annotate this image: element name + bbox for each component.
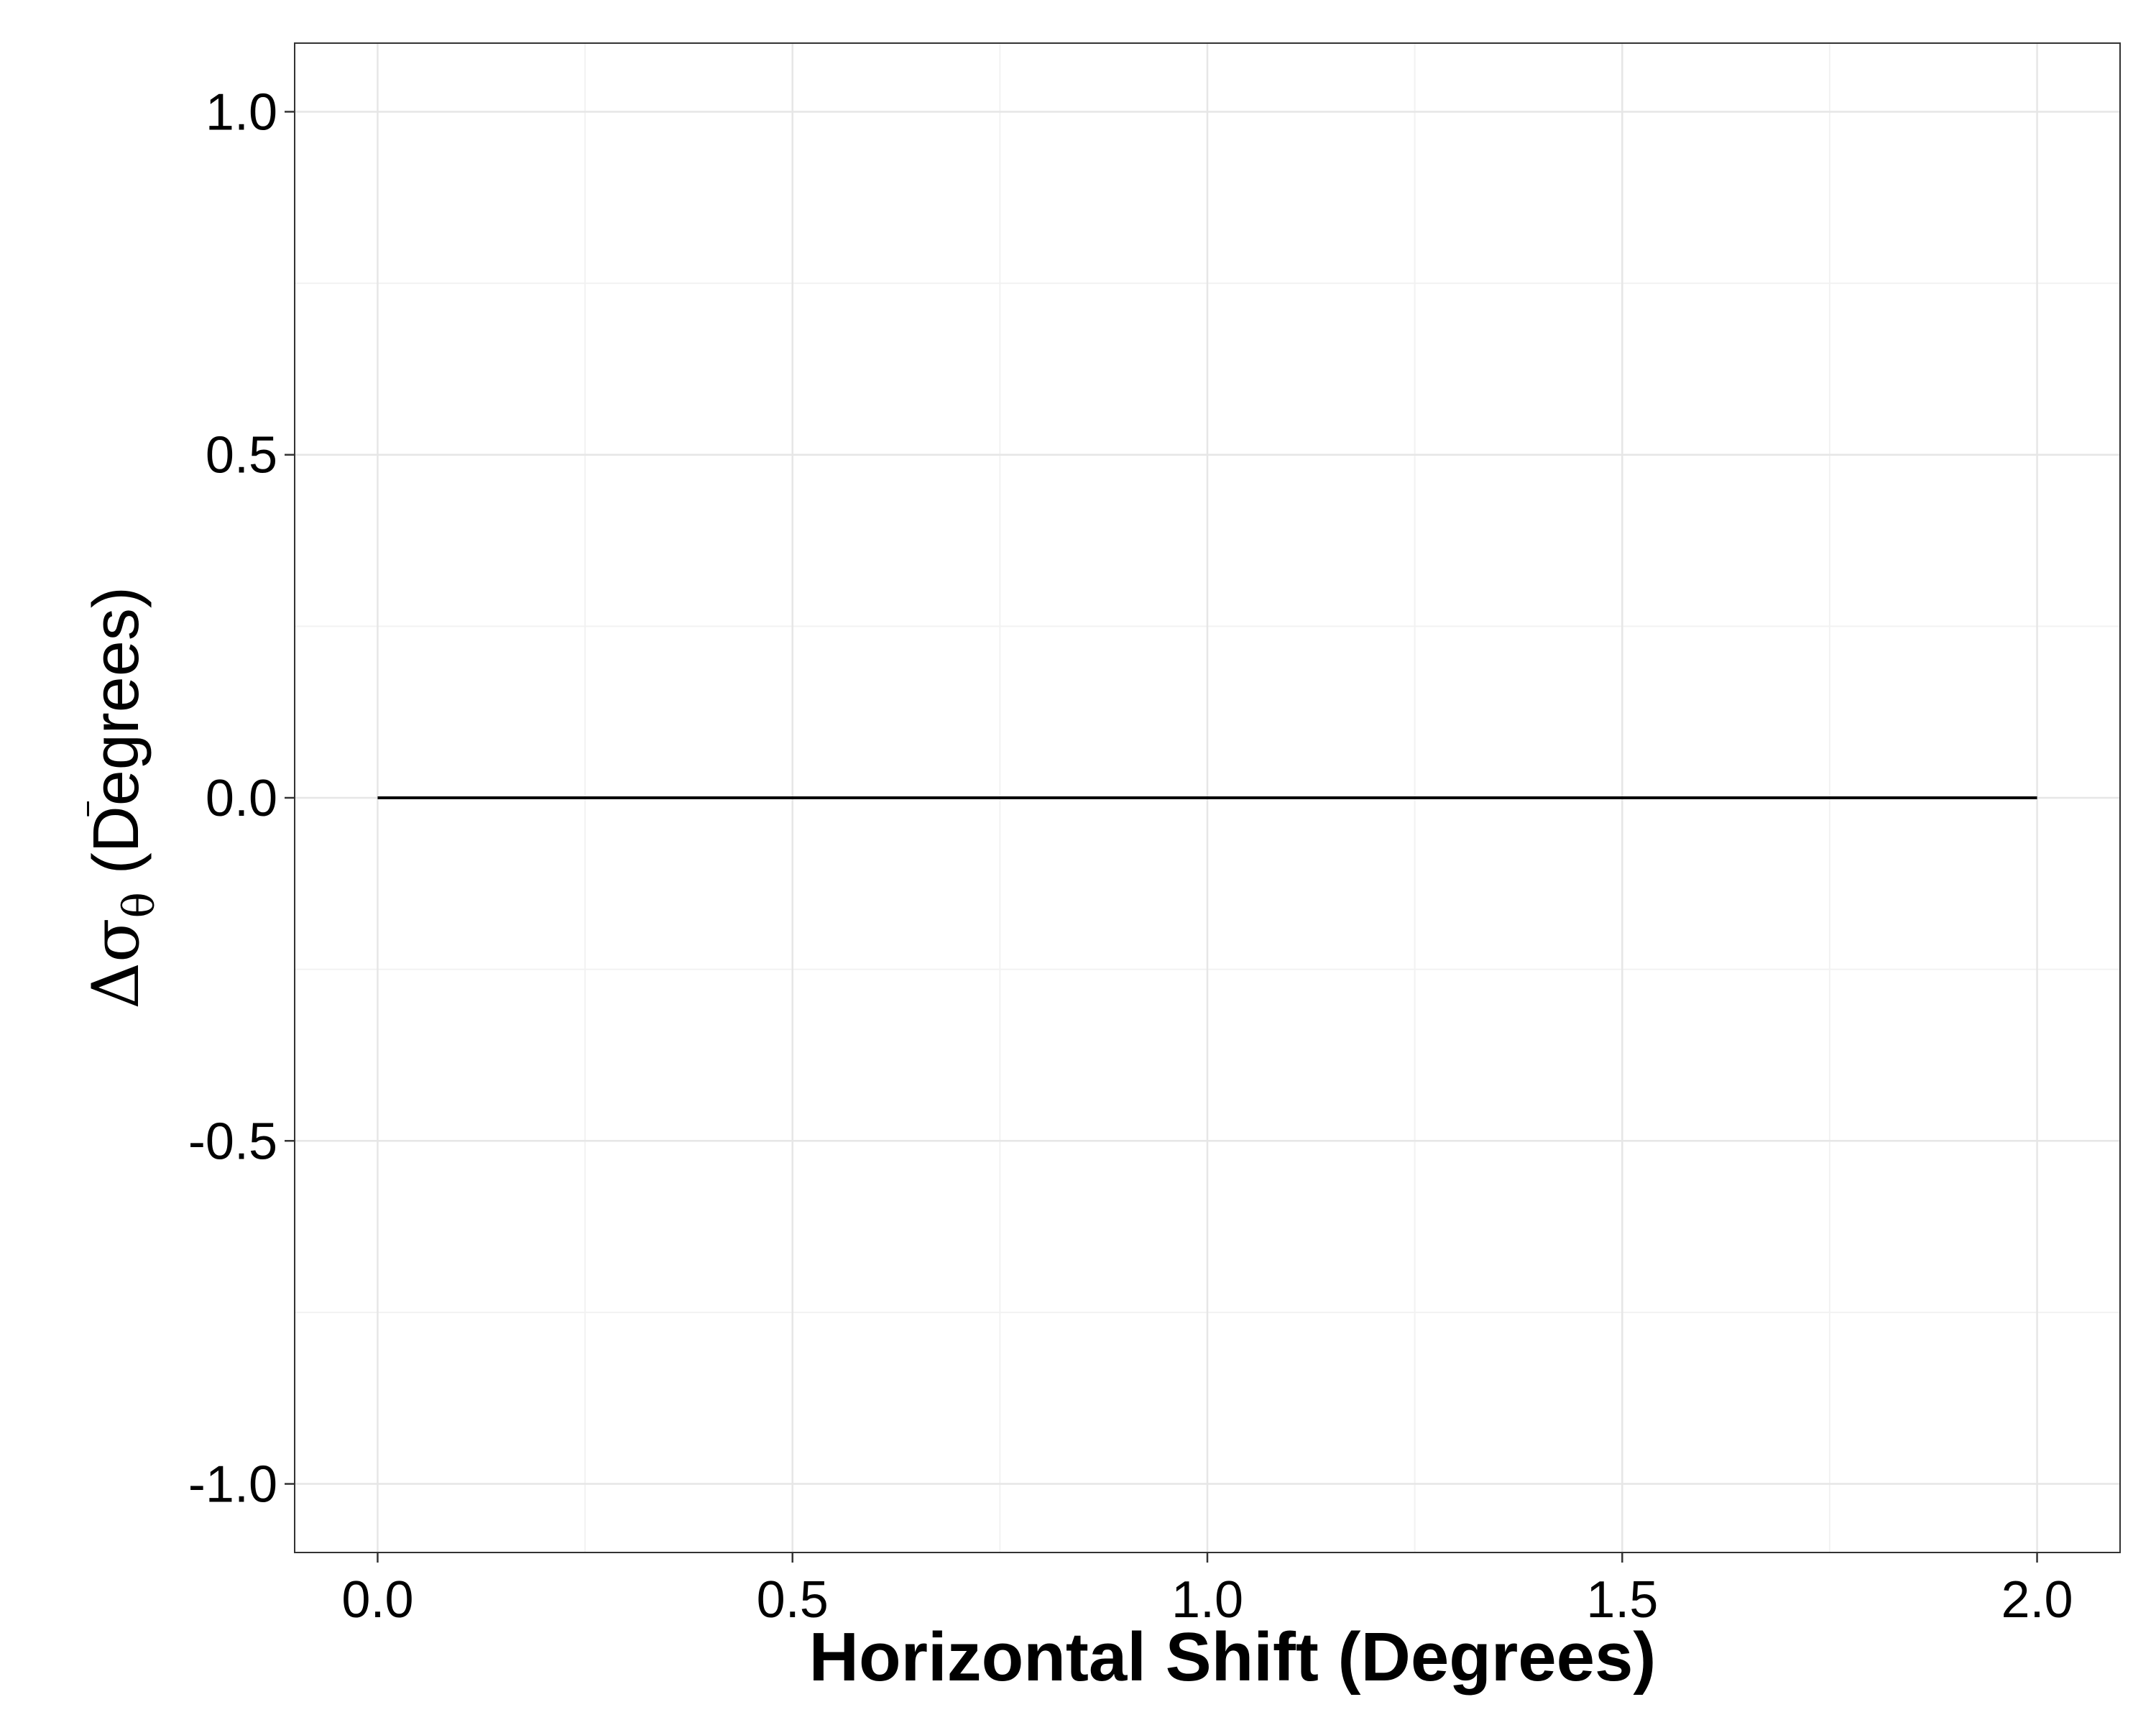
y-axis-title-delta: Δ [78,962,154,1009]
y-tick-label: 0.0 [206,770,277,827]
x-tick-label: 1.5 [1586,1571,1658,1629]
y-tick-label: -1.0 [188,1456,277,1514]
x-tick-label: 0.0 [341,1571,413,1629]
y-tick-label: -0.5 [188,1113,277,1170]
svg-text:Δσθ (Degrees): Δσθ (Degrees) [78,586,165,1009]
y-tick-label: 0.5 [206,427,277,484]
y-axis-title: Δσθ (Degrees) ‾ [78,586,165,1009]
y-axis-title-subscript: θ [114,892,165,918]
y-axis-title-sigma: σ [78,918,154,962]
y-axis: -1.0 -0.5 0.0 0.5 1.0 [188,83,295,1514]
x-axis-title: Horizontal Shift (Degrees) [809,1619,1657,1696]
y-axis-title-unit: (Degrees) [80,586,152,892]
x-tick-label: 0.5 [757,1571,829,1629]
x-tick-label: 1.0 [1171,1571,1243,1629]
y-tick-label: 1.0 [206,83,277,141]
y-axis-title-bar: ‾ [83,801,125,816]
x-tick-label: 2.0 [2001,1571,2073,1629]
x-axis: 0.0 0.5 1.0 1.5 2.0 [341,1552,2073,1629]
